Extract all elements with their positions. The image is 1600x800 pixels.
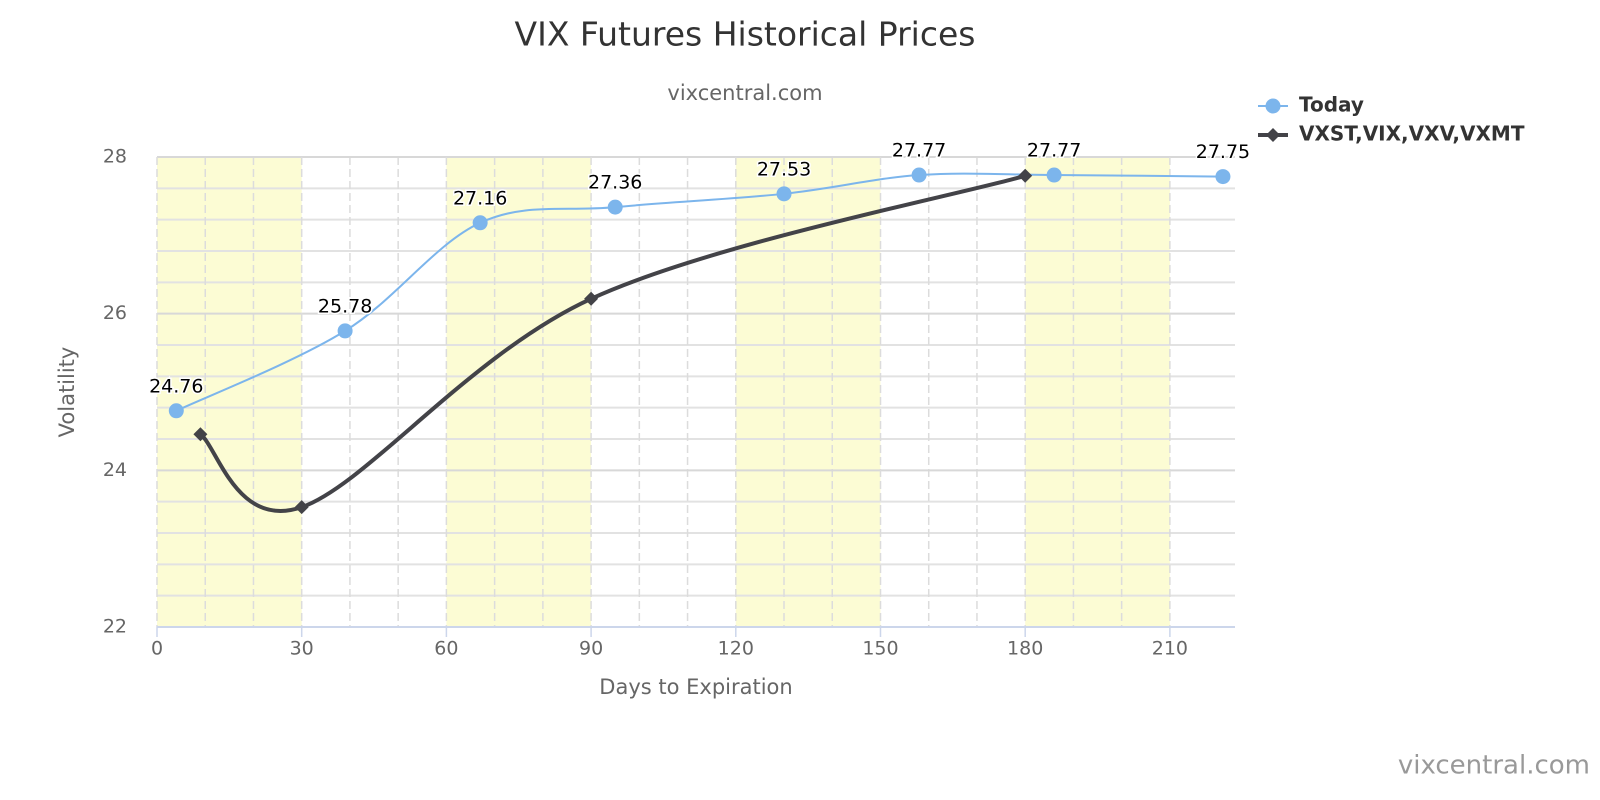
- x-tick-label: 150: [862, 638, 898, 660]
- data-label: 25.78: [318, 295, 372, 317]
- x-tick-label: 60: [434, 638, 458, 660]
- point: [294, 500, 309, 515]
- x-tick-label: 0: [151, 638, 163, 660]
- point: [168, 403, 184, 419]
- x-tick-label: 30: [290, 638, 314, 660]
- point: [911, 167, 927, 183]
- legend-marker: [1265, 98, 1281, 114]
- point: [193, 427, 208, 442]
- point: [472, 215, 488, 231]
- chart-title: VIX Futures Historical Prices: [515, 15, 976, 54]
- plot-band: [735, 157, 881, 627]
- y-tick-label: 24: [103, 459, 127, 481]
- legend-marker: [1266, 128, 1280, 142]
- data-label: 27.75: [1196, 141, 1250, 163]
- point: [607, 199, 623, 215]
- x-tick-label: 210: [1152, 638, 1188, 660]
- series-line: [199, 173, 1026, 513]
- legend-label[interactable]: VXST,VIX,VXV,VXMT: [1299, 122, 1525, 146]
- plot-band: [1025, 157, 1170, 627]
- point: [776, 186, 792, 202]
- point: [337, 323, 353, 339]
- data-label: 27.77: [1027, 140, 1081, 162]
- plot-band: [446, 157, 592, 627]
- point: [1215, 169, 1231, 185]
- y-tick-label: 26: [103, 302, 127, 324]
- data-label: 27.16: [453, 187, 507, 209]
- x-tick-label: 180: [1007, 638, 1043, 660]
- x-tick-label: 120: [718, 638, 754, 660]
- data-label: 27.53: [757, 158, 811, 180]
- x-axis-title: Days to Expiration: [599, 675, 792, 699]
- data-label: 27.77: [892, 140, 946, 162]
- point: [1018, 168, 1033, 183]
- x-tick-label: 90: [579, 638, 603, 660]
- y-axis-title: Volatility: [55, 347, 79, 438]
- data-label: 27.36: [588, 172, 642, 194]
- credits: vixcentral.com: [1398, 751, 1590, 781]
- y-tick-label: 28: [103, 146, 127, 168]
- legend-label[interactable]: Today: [1299, 93, 1364, 117]
- plot-band: [157, 157, 302, 627]
- y-tick-label: 22: [103, 616, 127, 638]
- data-label: 24.76: [149, 375, 203, 397]
- point: [1046, 167, 1062, 183]
- point: [584, 291, 599, 306]
- chart-subtitle: vixcentral.com: [667, 81, 822, 105]
